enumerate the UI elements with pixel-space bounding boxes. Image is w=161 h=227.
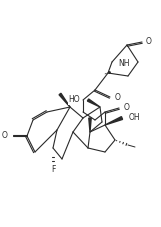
Text: O: O — [115, 92, 121, 101]
Text: O: O — [73, 96, 79, 104]
Polygon shape — [59, 93, 70, 107]
Polygon shape — [87, 99, 100, 107]
Text: F: F — [51, 165, 55, 173]
Text: O: O — [124, 103, 130, 111]
Text: O: O — [146, 37, 152, 47]
Polygon shape — [89, 118, 91, 132]
Text: NH: NH — [118, 59, 129, 67]
Polygon shape — [105, 117, 123, 125]
Text: O: O — [2, 131, 8, 141]
Text: HO: HO — [68, 96, 80, 104]
Text: OH: OH — [129, 114, 141, 123]
